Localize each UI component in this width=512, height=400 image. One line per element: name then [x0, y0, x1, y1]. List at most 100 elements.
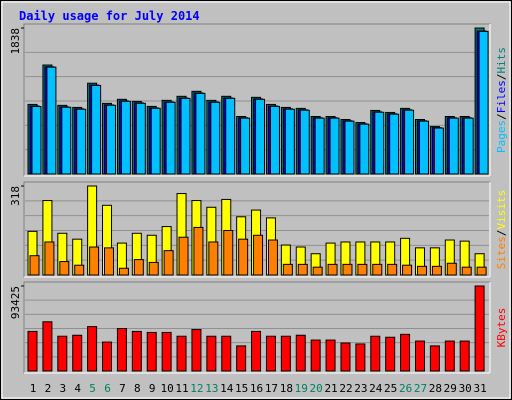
bar: [400, 333, 411, 372]
bar: [59, 261, 70, 276]
bar: [374, 111, 385, 175]
bar: [418, 120, 429, 175]
bar: [87, 326, 98, 372]
x-tick-label: 8: [134, 382, 141, 395]
bar: [372, 263, 383, 276]
x-tick-label: 30: [459, 382, 472, 395]
bar: [476, 266, 487, 276]
bar: [178, 236, 189, 276]
bar: [429, 345, 440, 372]
bar: [31, 105, 42, 175]
bar: [206, 335, 217, 372]
bar: [463, 117, 474, 175]
bar: [359, 123, 370, 175]
bar: [355, 343, 366, 372]
legend-separator: /: [495, 74, 508, 81]
legend-entry: Files: [495, 80, 508, 113]
bar: [385, 336, 396, 372]
bar: [389, 113, 400, 175]
bar: [342, 263, 353, 276]
bar: [46, 66, 57, 175]
bar: [223, 230, 234, 276]
bar: [91, 84, 102, 175]
bar: [357, 263, 368, 276]
x-tick-label: 3: [59, 382, 66, 395]
legend: Sites/Visits: [495, 190, 508, 270]
bar: [431, 265, 442, 276]
bar: [416, 265, 427, 276]
bar: [27, 330, 38, 372]
bar: [314, 117, 325, 175]
bar: [280, 335, 291, 372]
bar: [148, 261, 159, 276]
x-tick-label: 9: [149, 382, 156, 395]
bar: [210, 101, 221, 175]
bar: [208, 241, 219, 276]
bar: [329, 117, 340, 175]
x-tick-label: 25: [384, 382, 397, 395]
bar: [295, 334, 306, 372]
legend-separator: /: [495, 113, 508, 120]
bar: [238, 238, 249, 276]
x-tick-label: 31: [473, 382, 486, 395]
x-tick-label: 22: [339, 382, 352, 395]
bar: [191, 329, 202, 372]
bar: [57, 335, 68, 372]
bar: [61, 106, 72, 175]
x-tick-label: 15: [235, 382, 248, 395]
bar: [478, 30, 489, 175]
y-tick-label: 1838: [9, 28, 22, 55]
x-tick-label: 11: [175, 382, 188, 395]
bar: [131, 330, 142, 372]
bar: [267, 239, 278, 276]
bar: [284, 108, 295, 175]
bar: [414, 340, 425, 372]
bar: [370, 335, 381, 372]
bar: [195, 92, 206, 175]
x-tick-label: 10: [161, 382, 174, 395]
bar: [269, 105, 280, 175]
x-tick-label: 29: [444, 382, 457, 395]
x-tick-label: 27: [414, 382, 427, 395]
bar: [102, 341, 113, 372]
bar: [251, 330, 262, 372]
bar: [133, 259, 144, 276]
bar: [448, 117, 459, 175]
bar: [72, 334, 83, 372]
x-tick-label: 17: [265, 382, 278, 395]
bar: [29, 255, 40, 276]
bar: [106, 104, 117, 175]
bar: [446, 262, 457, 276]
y-tick-label: 318: [9, 186, 22, 206]
x-tick-label: 13: [205, 382, 218, 395]
x-tick-label: 16: [250, 382, 263, 395]
legend-entry: KBytes: [495, 308, 508, 348]
bar: [299, 109, 310, 175]
x-tick-label: 7: [119, 382, 126, 395]
bar: [327, 263, 338, 276]
x-tick-label: 14: [220, 382, 234, 395]
bar: [255, 98, 266, 175]
bar: [387, 263, 398, 276]
chart-title: Daily usage for July 2014: [19, 9, 200, 23]
legend-entry: Pages: [495, 120, 508, 153]
legend-entry: Hits: [495, 47, 508, 74]
bar: [135, 102, 146, 175]
bar: [146, 331, 157, 372]
bar: [444, 340, 455, 372]
x-tick-label: 2: [45, 382, 52, 395]
x-tick-label: 24: [369, 382, 383, 395]
bar: [165, 101, 176, 175]
bar: [176, 335, 187, 372]
bar: [42, 321, 53, 372]
bar: [459, 340, 470, 372]
bar: [104, 247, 115, 276]
bar: [120, 100, 131, 175]
bar: [118, 267, 129, 276]
bar: [344, 120, 355, 175]
legend-entry: Visits: [495, 190, 508, 230]
bar: [282, 263, 293, 276]
bar: [312, 266, 323, 276]
